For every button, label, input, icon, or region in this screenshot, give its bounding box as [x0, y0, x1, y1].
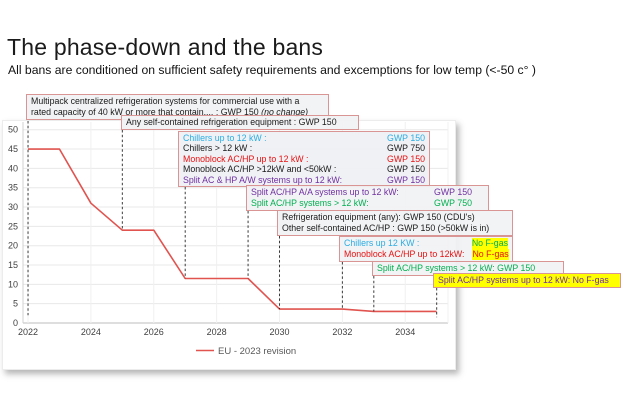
ban-text: rated capacity of 40 kW or more that con… — [31, 107, 262, 117]
ban-text-highlight: Split AC/HP systems up to 12 kW: No F-ga… — [438, 275, 616, 286]
x-tick-label: 2030 — [269, 327, 289, 337]
ban-label: Chillers up 12 KW : — [344, 238, 420, 248]
y-tick-label: 25 — [8, 221, 18, 231]
ban-label: Monoblock AC/HP up to 12 kW : — [183, 153, 309, 164]
ban-row: Chillers up 12 KW : No F-gas — [344, 238, 508, 249]
ban-value: GWP 150 — [387, 164, 425, 175]
x-tick-label: 2032 — [332, 327, 352, 337]
ban-row: Split AC/HP systems > 12 kW: GWP 750 — [251, 198, 484, 209]
ban-label: Split AC & HP A/W systems up to 12 kW: — [183, 174, 343, 185]
ban-text: Refrigeration equipment (any): GWP 150 (… — [282, 212, 475, 222]
ban-text: Multipack centralized refrigeration syst… — [31, 96, 300, 106]
y-tick-label: 40 — [8, 163, 18, 173]
x-tick-label: 2022 — [18, 327, 38, 337]
y-tick-label: 30 — [8, 202, 18, 212]
y-tick-label: 35 — [8, 183, 18, 193]
ban-text: rated capacity of 40 kW or more that con… — [31, 107, 324, 118]
ban-text: Any self-contained refrigeration equipme… — [126, 117, 337, 127]
x-tick-label: 2034 — [395, 327, 415, 337]
y-tick-label: 50 — [8, 125, 18, 135]
y-tick-label: 10 — [8, 279, 18, 289]
ban-row: Monoblock AC/HP >12kW and <50kW : GWP 15… — [183, 164, 425, 174]
ban-row: Chillers up to 12 kW : GWP 150 — [183, 133, 425, 143]
ban-value: GWP 150 — [387, 174, 425, 185]
ban-text: Split AC/HP systems > 12 kW: GWP 150 — [377, 263, 536, 273]
ban-value-highlight: No F-gas — [471, 238, 508, 249]
ban-value: GWP 750 — [434, 198, 472, 208]
ban-row: Monoblock AC/HP up to 12 kW : GWP 150 — [183, 154, 425, 164]
ban-value: GWP 750 — [387, 143, 425, 154]
ban-label: Chillers up to 12 kW : — [183, 133, 267, 143]
annotation-no-fgas-ban: Chillers up 12 KW : No F-gas Monoblock A… — [339, 236, 513, 262]
x-tick-label: 2026 — [144, 327, 164, 337]
y-tick-label: 45 — [8, 144, 18, 154]
ban-note-italic: (no change) — [261, 107, 309, 117]
ban-label: Monoblock AC/HP >12kW and <50kW : — [183, 164, 337, 175]
ban-text: Other self-contained AC/HP : GWP 150 (>5… — [282, 223, 490, 233]
slide-title: The phase-down and the bans — [7, 34, 324, 60]
annotation-refrigeration-ban: Refrigeration equipment (any): GWP 150 (… — [277, 210, 513, 236]
annotation-split-aa-ban: Split AC/HP A/A systems up to 12 kW: GWP… — [246, 185, 489, 211]
ban-label: Chillers > 12 kW : — [183, 143, 253, 154]
y-tick-label: 0 — [13, 318, 18, 328]
ban-label: Split AC/HP A/A systems up to 12 kW: — [251, 187, 399, 197]
ban-label: Monoblock AC/HP up to 12kW: — [344, 249, 465, 259]
ban-row: Monoblock AC/HP up to 12kW: No F-gas — [344, 249, 509, 260]
y-tick-label: 20 — [8, 241, 18, 251]
ban-value: GWP 150 — [387, 133, 425, 143]
ban-row: Split AC & HP A/W systems up to 12 kW: G… — [183, 175, 425, 185]
ban-label: Split AC/HP systems > 12 kW: — [251, 198, 369, 208]
ban-value: GWP 150 — [434, 187, 472, 197]
y-tick-label: 5 — [13, 299, 18, 309]
ban-row: Chillers > 12 kW : GWP 750 — [183, 143, 425, 153]
ban-value-highlight: No F-gas — [472, 249, 509, 260]
y-tick-label: 15 — [8, 260, 18, 270]
legend: EU - 2023 revision — [196, 346, 296, 357]
annotation-split-upto12-no-fgas-ban: Split AC/HP systems up to 12 kW: No F-ga… — [433, 273, 621, 288]
slide-subtitle: All bans are conditioned on sufficient s… — [8, 63, 536, 77]
leader-lines — [27, 121, 438, 318]
ban-value: GWP 150 — [387, 153, 425, 164]
axis-tick-labels: 0 5 10 15 20 25 30 35 40 45 50 2022 2024 2026 2028 2030… — [8, 125, 415, 337]
annotation-chillers-monoblock-split-gwp: Chillers up to 12 kW : GWP 150 Chillers … — [178, 131, 430, 188]
x-tick-label: 2028 — [207, 327, 227, 337]
ban-row: Split AC/HP A/A systems up to 12 kW: GWP… — [251, 187, 484, 198]
legend-label: EU - 2023 revision — [218, 346, 296, 357]
annotation-self-contained-ban: Any self-contained refrigeration equipme… — [121, 115, 359, 130]
x-tick-label: 2024 — [81, 327, 101, 337]
